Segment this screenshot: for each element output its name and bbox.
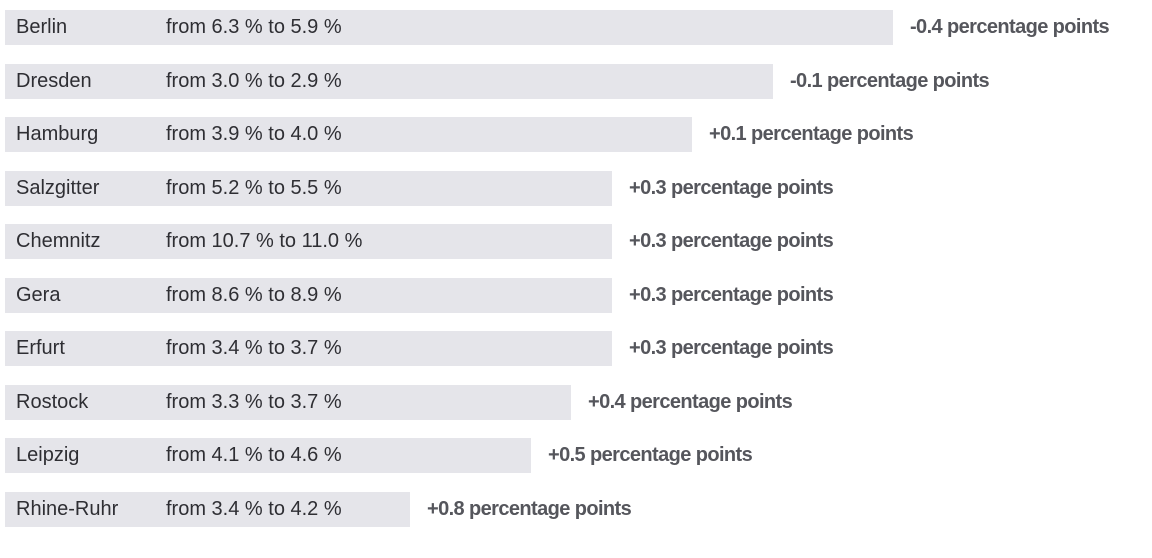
rate-detail: from 4.1 % to 4.6 % bbox=[166, 444, 342, 466]
city-name: Gera bbox=[16, 283, 61, 306]
row-bar bbox=[5, 331, 612, 366]
row: Hamburg from 3.9 % to 4.0 % +0.1 percentag… bbox=[0, 117, 1152, 152]
rate-change: +0.4 percentage points bbox=[588, 390, 793, 413]
row-bar bbox=[5, 224, 612, 259]
city-name: Salzgitter bbox=[16, 176, 100, 199]
row: Berlin from 6.3 % to 5.9 % -0.4 percentage… bbox=[0, 10, 1152, 45]
rate-detail: from 8.6 % to 8.9 % bbox=[166, 283, 342, 306]
city-name: Rostock bbox=[16, 390, 89, 413]
city-name: Hamburg bbox=[16, 123, 99, 145]
rate-detail: from 5.2 % to 5.5 % bbox=[166, 176, 342, 199]
row: Leipzig from 4.1 % to 4.6 % +0.5 percentag… bbox=[0, 438, 1152, 473]
rate-change: +0.3 percentage points bbox=[629, 337, 834, 359]
rate-change: +0.3 percentage points bbox=[629, 283, 834, 306]
rate-detail: from 10.7 % to 11.0 % bbox=[166, 230, 363, 252]
row-bar bbox=[5, 438, 531, 473]
row-bar bbox=[5, 63, 773, 99]
rate-change: +0.8 percentage points bbox=[427, 497, 632, 520]
rate-detail: from 3.4 % to 3.7 % bbox=[166, 337, 342, 359]
rate-change: +0.5 percentage points bbox=[548, 444, 753, 466]
city-name: Erfurt bbox=[16, 337, 65, 359]
city-name: Chemnitz bbox=[16, 230, 101, 252]
row: Gera from 8.6 % to 8.9 % +0.3 percentage p… bbox=[0, 277, 1152, 313]
rate-change: +0.3 percentage points bbox=[629, 176, 834, 199]
rate-detail: from 3.0 % to 2.9 % bbox=[166, 69, 342, 92]
row-bar bbox=[5, 384, 571, 420]
rate-detail: from 3.4 % to 4.2 % bbox=[166, 497, 342, 520]
rate-change: +0.1 percentage points bbox=[709, 123, 914, 145]
city-name: Rhine-Ruhr bbox=[16, 497, 119, 520]
row: Chemnitz from 10.7 % to 11.0 % +0.3 percen… bbox=[0, 224, 1152, 259]
row-bar bbox=[5, 117, 692, 152]
rate-change: -0.1 percentage points bbox=[790, 69, 990, 92]
row-bar bbox=[5, 170, 612, 206]
city-name: Berlin bbox=[16, 16, 68, 38]
row: Dresden from 3.0 % to 2.9 % -0.1 percentag… bbox=[0, 63, 1152, 99]
row-bar bbox=[5, 10, 893, 45]
row-bar bbox=[5, 491, 410, 527]
row: Rhine-Ruhr from 3.4 % to 4.2 % +0.8 percen… bbox=[0, 491, 1152, 527]
rate-change: +0.3 percentage points bbox=[629, 230, 834, 252]
row-bar bbox=[5, 277, 612, 313]
city-name: Leipzig bbox=[16, 444, 80, 466]
row: Rostock from 3.3 % to 3.7 % +0.4 percentag… bbox=[0, 384, 1152, 420]
row: Salzgitter from 5.2 % to 5.5 % +0.3 percen… bbox=[0, 170, 1152, 206]
rate-detail: from 3.9 % to 4.0 % bbox=[166, 123, 342, 145]
rate-detail: from 3.3 % to 3.7 % bbox=[166, 390, 342, 413]
city-name: Dresden bbox=[16, 69, 92, 92]
row: Erfurt from 3.4 % to 3.7 % +0.3 percentage… bbox=[0, 331, 1152, 366]
rate-change: -0.4 percentage points bbox=[910, 16, 1110, 38]
rate-detail: from 6.3 % to 5.9 % bbox=[166, 16, 342, 38]
